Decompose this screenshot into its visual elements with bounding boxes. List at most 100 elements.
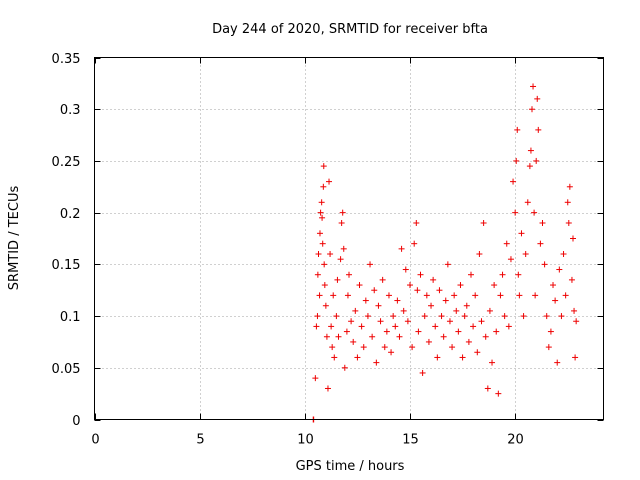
data-point <box>314 271 321 278</box>
data-point <box>388 349 395 356</box>
data-point <box>514 126 521 133</box>
data-point <box>317 209 324 216</box>
data-point <box>451 292 458 299</box>
data-point <box>438 313 445 320</box>
data-point <box>375 302 382 309</box>
data-point <box>322 302 329 309</box>
data-point <box>396 333 403 340</box>
data-point <box>522 251 529 258</box>
y-tick-label: 0.1 <box>60 310 81 325</box>
data-point <box>383 328 390 335</box>
data-point <box>505 323 512 330</box>
x-tick-label: 20 <box>507 433 524 448</box>
data-point <box>379 276 386 283</box>
data-point <box>560 251 567 258</box>
data-point <box>419 369 426 376</box>
y-axis-label: SRMTID / TECUs <box>7 186 22 291</box>
data-point <box>434 354 441 361</box>
data-point <box>470 323 477 330</box>
data-point <box>343 328 350 335</box>
data-point <box>338 219 345 226</box>
data-point <box>566 183 573 190</box>
data-point <box>319 214 326 221</box>
data-point <box>436 287 443 294</box>
data-point <box>531 209 538 216</box>
data-point <box>371 287 378 294</box>
data-point <box>352 307 359 314</box>
data-point <box>486 307 493 314</box>
data-point <box>472 292 479 299</box>
data-point <box>377 318 384 325</box>
data-point <box>316 292 323 299</box>
data-point <box>321 282 328 289</box>
data-point <box>539 219 546 226</box>
data-point <box>430 276 437 283</box>
data-point <box>465 338 472 345</box>
data-point <box>313 323 320 330</box>
data-point <box>446 318 453 325</box>
data-point <box>482 333 489 340</box>
data-point <box>459 354 466 361</box>
data-point <box>423 292 430 299</box>
data-point <box>369 333 376 340</box>
data-point <box>545 344 552 351</box>
data-point <box>340 245 347 252</box>
data-point <box>411 240 418 247</box>
data-point <box>507 256 514 263</box>
data-point <box>315 251 322 258</box>
data-point <box>512 209 519 216</box>
data-point <box>556 266 563 273</box>
data-point <box>321 261 328 268</box>
data-point <box>478 318 485 325</box>
data-point <box>402 266 409 273</box>
data-point <box>373 359 380 366</box>
data-point <box>425 338 432 345</box>
data-point <box>495 390 502 397</box>
data-point <box>541 261 548 268</box>
y-tick-label: 0.3 <box>60 103 81 118</box>
data-point <box>457 282 464 289</box>
data-point <box>432 323 439 330</box>
data-point <box>360 344 367 351</box>
data-point <box>413 219 420 226</box>
y-tick-label: 0.2 <box>60 207 81 222</box>
data-point <box>565 219 572 226</box>
data-point <box>516 292 523 299</box>
data-point <box>491 282 498 289</box>
data-point <box>533 157 540 164</box>
data-point <box>364 313 371 320</box>
data-point <box>398 245 405 252</box>
data-point <box>526 163 533 170</box>
data-point <box>406 282 413 289</box>
data-point <box>499 271 506 278</box>
data-point <box>318 199 325 206</box>
data-point <box>515 271 522 278</box>
data-point <box>440 333 447 340</box>
data-point <box>409 344 416 351</box>
data-point <box>527 147 534 154</box>
data-point <box>532 292 539 299</box>
data-point <box>572 354 579 361</box>
data-point <box>327 251 334 258</box>
data-point <box>550 282 557 289</box>
data-point <box>341 364 348 371</box>
data-point <box>392 323 399 330</box>
data-point <box>400 307 407 314</box>
data-point <box>554 359 561 366</box>
data-point <box>350 338 357 345</box>
data-points <box>310 83 580 423</box>
data-point <box>326 178 333 185</box>
grid <box>94 57 604 420</box>
data-point <box>497 292 504 299</box>
data-point <box>573 318 580 325</box>
y-tick-label: 0.15 <box>52 258 81 273</box>
data-point <box>312 375 319 382</box>
data-point <box>316 230 323 237</box>
data-point <box>354 354 361 361</box>
data-point <box>484 385 491 392</box>
data-point <box>534 95 541 102</box>
x-tick-label: 5 <box>196 433 204 448</box>
data-point <box>570 235 577 242</box>
data-point <box>362 297 369 304</box>
